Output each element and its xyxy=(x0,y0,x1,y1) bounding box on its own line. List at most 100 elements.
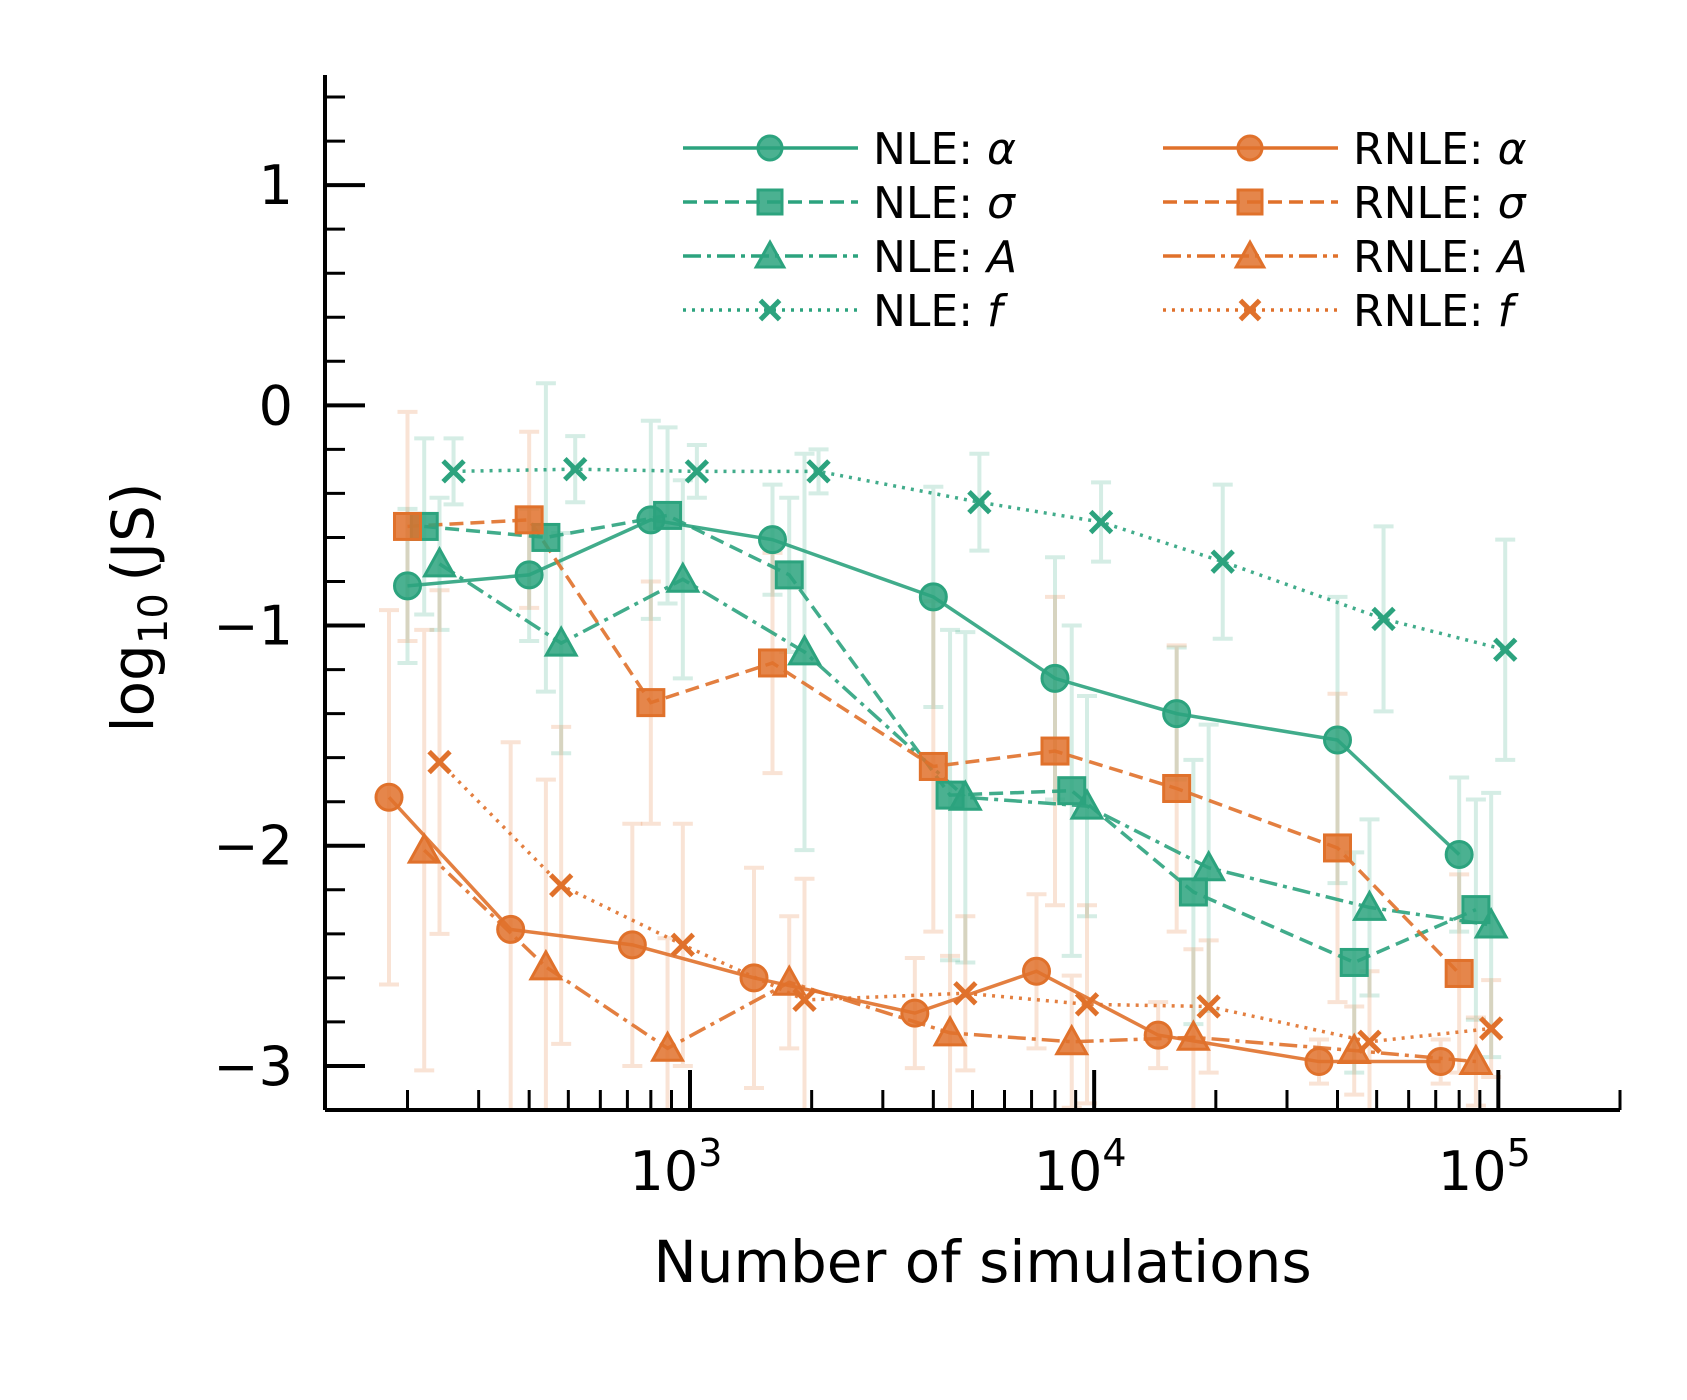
x-tick-label-2: 105 xyxy=(1438,1131,1531,1203)
series-4-point-1 xyxy=(496,914,526,944)
legend-label-3-prefix: NLE: xyxy=(873,286,987,337)
series-0-point-7 xyxy=(1322,725,1352,755)
series-1-point-3 xyxy=(774,560,804,590)
series-4-point-4 xyxy=(900,998,930,1028)
series-7-point-6 xyxy=(1196,994,1221,1019)
y-axis-title: log10 (JS) xyxy=(99,482,177,732)
series-7-point-1 xyxy=(548,873,574,898)
series-4-point-0 xyxy=(374,782,404,812)
legend-label-6: RNLE: A xyxy=(1353,232,1528,283)
series-4-point-3 xyxy=(739,963,769,993)
legend-marker-4 xyxy=(1236,134,1264,162)
series-0-point-8 xyxy=(1444,840,1474,870)
legend-marker-1 xyxy=(756,188,784,216)
series-2-point-8 xyxy=(1473,906,1509,939)
series-6-point-6 xyxy=(1175,1019,1211,1051)
legend-label-0-param: α xyxy=(987,124,1016,175)
y-tick-label-0: 1 xyxy=(259,154,293,217)
series-7-point-3 xyxy=(792,987,817,1013)
y-axis-title-rest: (JS) xyxy=(99,482,167,593)
series-2-point-0 xyxy=(422,545,458,578)
series-1-point-7 xyxy=(1339,947,1369,977)
series-5-point-8 xyxy=(1444,958,1474,988)
x-axis-title: Number of simulations xyxy=(653,1228,1311,1296)
series-7-point-2 xyxy=(670,932,696,958)
legend-label-4-prefix: RNLE: xyxy=(1353,124,1498,175)
legend-marker-7 xyxy=(1238,298,1262,322)
series-7-point-5 xyxy=(1074,992,1100,1017)
series-3-point-1 xyxy=(563,457,588,482)
legend-label-1: NLE: σ xyxy=(873,178,1016,229)
series-5-point-4 xyxy=(918,751,948,781)
x-tick-label-2-base: 10 xyxy=(1438,1140,1507,1203)
series-3-point-5 xyxy=(1088,509,1114,535)
series-6-point-1 xyxy=(528,948,564,981)
series-1-point-2 xyxy=(653,500,683,530)
legend-label-2-param: A xyxy=(984,232,1017,283)
series-0-point-6 xyxy=(1162,699,1192,729)
legend-label-1-prefix: NLE: xyxy=(873,178,987,229)
legend-marker-3 xyxy=(758,298,782,322)
legend-label-7-prefix: RNLE: xyxy=(1353,286,1498,337)
series-3-point-3 xyxy=(806,459,831,484)
series-4-point-7 xyxy=(1304,1047,1334,1077)
series-3-point-2 xyxy=(684,459,710,484)
legend-label-2: NLE: A xyxy=(873,232,1017,283)
series-3-point-6 xyxy=(1210,549,1235,574)
series-0-point-3 xyxy=(757,525,787,555)
series-4-point-2 xyxy=(617,930,647,960)
series-4-point-8 xyxy=(1426,1047,1456,1077)
series-6-point-3 xyxy=(771,964,807,996)
series-0-point-5 xyxy=(1040,663,1070,693)
series-5-point-3 xyxy=(757,648,787,678)
legend-label-6-prefix: RNLE: xyxy=(1353,232,1498,283)
series-3-point-8 xyxy=(1493,637,1518,662)
y-tick-label-2: −1 xyxy=(213,595,293,658)
x-tick-label-1: 104 xyxy=(1034,1131,1127,1203)
series-0-point-1 xyxy=(514,560,544,590)
x-tick-label-1-base: 10 xyxy=(1034,1140,1103,1203)
series-5-point-6 xyxy=(1162,773,1192,803)
series-5-point-1 xyxy=(514,505,544,535)
y-tick-label-1: 0 xyxy=(259,374,293,437)
y-tick-label-3: −2 xyxy=(213,815,293,878)
x-tick-label-0-exponent: 3 xyxy=(698,1131,722,1175)
x-tick-label-0-base: 10 xyxy=(630,1140,699,1203)
y-tick-label-4: −3 xyxy=(213,1035,293,1098)
series-6-point-0 xyxy=(406,832,442,864)
series-2-point-3 xyxy=(787,633,822,666)
legend-label-4: RNLE: α xyxy=(1353,124,1527,175)
legend-label-7: RNLE: f xyxy=(1353,286,1520,337)
series-7-point-0 xyxy=(427,749,452,775)
series-5-point-2 xyxy=(636,688,666,718)
legend-label-6-param: A xyxy=(1495,232,1528,283)
series-5-point-5 xyxy=(1040,736,1070,766)
series-7-point-4 xyxy=(953,981,978,1006)
legend-label-5-prefix: RNLE: xyxy=(1353,178,1498,229)
y-axis-title-subscript: 10 xyxy=(131,593,177,644)
x-tick-label-1-exponent: 4 xyxy=(1102,1131,1126,1175)
legend-marker-5 xyxy=(1236,188,1264,216)
legend-label-5: RNLE: σ xyxy=(1353,178,1527,229)
series-0-point-4 xyxy=(918,582,948,612)
legend-label-4-param: α xyxy=(1498,124,1527,175)
legend-marker-2 xyxy=(753,239,787,269)
x-tick-label-2-exponent: 5 xyxy=(1507,1131,1531,1175)
series-2-point-4 xyxy=(947,779,983,811)
legend-label-0: NLE: α xyxy=(873,124,1016,175)
series-7-point-7 xyxy=(1357,1029,1382,1054)
series-3-line xyxy=(453,467,1506,652)
legend-marker-0 xyxy=(756,134,784,162)
series-markers-layer xyxy=(374,457,1518,1077)
legend-label-3: NLE: f xyxy=(873,286,1009,337)
series-1-point-8 xyxy=(1461,895,1491,925)
legend-label-1-param: σ xyxy=(987,178,1016,229)
series-6-point-2 xyxy=(650,1030,686,1062)
y-axis-title-log: log xyxy=(99,644,167,732)
series-2-point-6 xyxy=(1191,849,1227,882)
legend-label-2-prefix: NLE: xyxy=(873,232,987,283)
series-6-point-5 xyxy=(1054,1023,1090,1056)
